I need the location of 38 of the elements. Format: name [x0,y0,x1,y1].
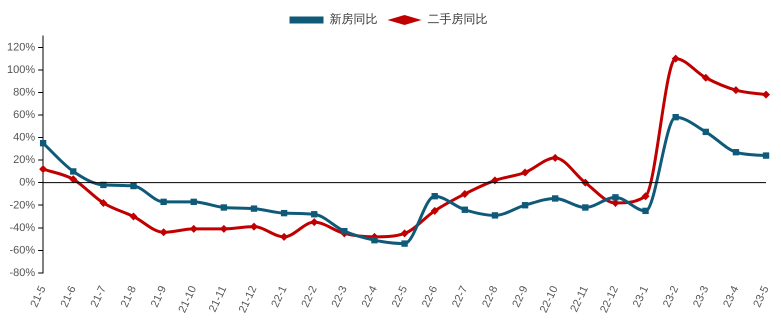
x-tick-label: 22-11 [568,284,591,314]
x-tick-label: 21-6 [58,284,79,310]
y-tick-label: 120% [6,41,36,54]
y-tick-label: 80% [13,86,36,98]
x-tick-label: 22-6 [420,284,440,310]
x-tick-label: 22-9 [510,284,531,310]
y-tick-label: -60% [9,244,36,256]
x-tick-label: 21-9 [148,284,170,310]
x-tick-label: 21-11 [206,284,230,314]
y-tick-label: 0% [19,176,36,189]
y-tick-label: -40% [9,222,36,234]
y-tick-label: 100% [6,64,36,76]
x-tick-label: 22-10 [538,284,561,315]
x-tick-label: 21-12 [236,284,260,315]
x-tick-label: 22-4 [360,284,380,310]
y-tick-label: -80% [9,266,36,279]
y-tick-label: -20% [9,199,36,212]
x-tick-label: 22-8 [480,284,500,310]
x-tick-label: 22-12 [598,284,621,315]
x-tick-label: 22-7 [450,284,470,310]
x-tick-label: 23-4 [721,284,742,310]
y-tick-label: 20% [13,154,36,166]
x-tick-label: 22-3 [330,284,350,310]
x-tick-label: 21-10 [176,284,200,315]
x-tick-label: 23-5 [751,284,772,310]
x-tick-label: 23-1 [630,284,652,310]
x-tick-label: 22-1 [269,284,290,310]
x-tick-label: 22-5 [390,284,410,310]
legend-label: 二手房同比 [428,12,488,26]
y-tick-label: 40% [13,132,36,144]
x-tick-label: 21-8 [118,284,139,310]
x-tick-label: 21-5 [28,284,49,310]
x-tick-label: 21-7 [88,284,109,310]
y-tick-label: 60% [13,109,36,122]
x-tick-label: 23-2 [660,284,682,310]
x-tick-label: 23-3 [691,284,712,310]
legend-label: 新房同比 [330,12,378,26]
x-tick-label: 22-2 [300,284,320,310]
